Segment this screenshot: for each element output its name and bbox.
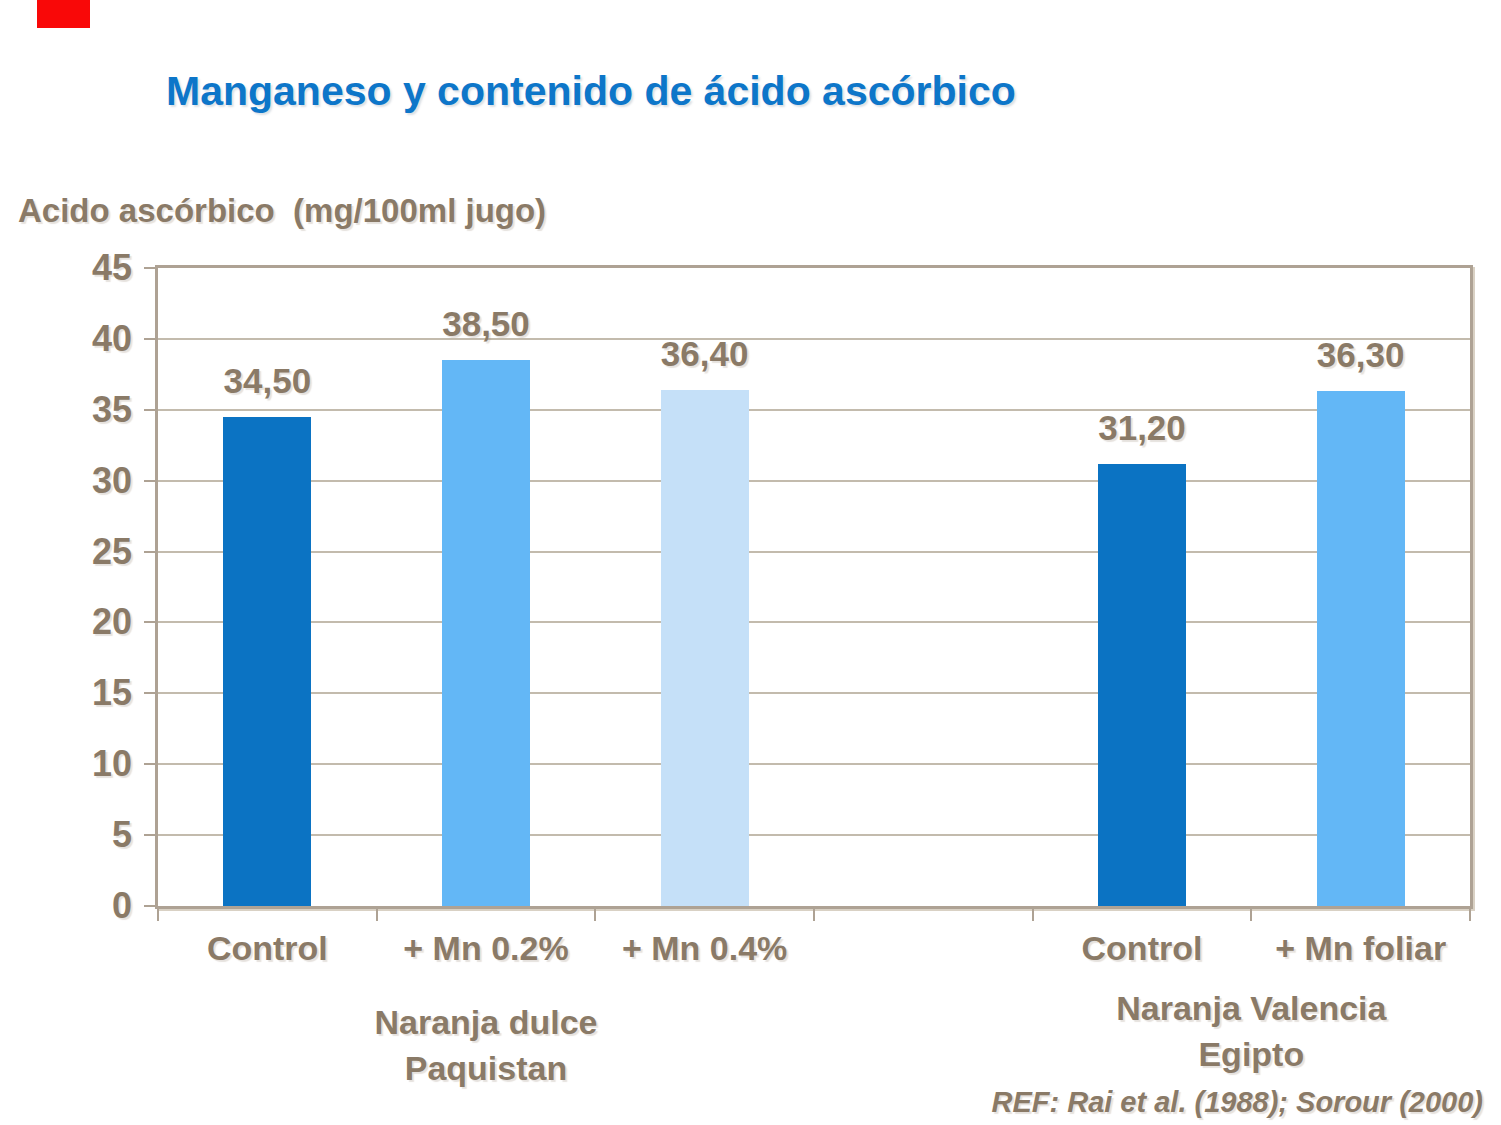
- slide: Manganeso y contenido de ácido ascórbico…: [0, 0, 1501, 1125]
- x-tick-mark: [1469, 909, 1471, 921]
- y-tick-mark: [144, 267, 157, 269]
- y-tick-mark: [144, 338, 157, 340]
- bar-value-label: 34,50: [167, 361, 367, 401]
- y-tick-label: 45: [0, 249, 132, 287]
- group-label: Naranja dulcePaquistan: [256, 999, 716, 1091]
- y-gridline: [158, 692, 1470, 694]
- x-tick-mark: [1250, 909, 1252, 921]
- y-tick-mark: [144, 409, 157, 411]
- bar--mn-0-2-: [442, 360, 530, 906]
- y-tick-label: 25: [0, 533, 132, 571]
- y-gridline: [158, 480, 1470, 482]
- category-label: + Mn 0.4%: [595, 929, 814, 967]
- bar-value-label: 36,40: [605, 334, 805, 374]
- reference-text: REF: Rai et al. (1988); Sorour (2000): [991, 1086, 1483, 1119]
- group-label: Naranja ValenciaEgipto: [1021, 985, 1481, 1077]
- y-gridline: [158, 621, 1470, 623]
- y-axis-title: Acido ascórbico (mg/100ml jugo): [18, 192, 546, 230]
- bar--mn-0-4-: [661, 390, 749, 906]
- category-label: Control: [158, 929, 377, 967]
- y-tick-label: 15: [0, 674, 132, 712]
- category-label: + Mn foliar: [1251, 929, 1470, 967]
- group-label-line: Naranja Valencia: [1021, 985, 1481, 1031]
- bar--mn-foliar: [1317, 391, 1405, 906]
- y-tick-mark: [144, 480, 157, 482]
- category-label: Control: [1033, 929, 1252, 967]
- x-tick-mark: [376, 909, 378, 921]
- group-label-line: Paquistan: [256, 1045, 716, 1091]
- group-label-line: Naranja dulce: [256, 999, 716, 1045]
- y-tick-label: 10: [0, 745, 132, 783]
- y-tick-mark: [144, 834, 157, 836]
- y-tick-label: 0: [0, 887, 132, 925]
- red-corner-marker: [37, 0, 90, 28]
- y-tick-mark: [144, 621, 157, 623]
- y-gridline: [158, 409, 1470, 411]
- y-tick-label: 35: [0, 391, 132, 429]
- group-label-line: Egipto: [1021, 1031, 1481, 1077]
- x-tick-mark: [594, 909, 596, 921]
- y-tick-label: 20: [0, 603, 132, 641]
- y-tick-mark: [144, 763, 157, 765]
- y-gridline: [158, 551, 1470, 553]
- y-gridline: [158, 763, 1470, 765]
- bar-value-label: 31,20: [1042, 408, 1242, 448]
- category-label: + Mn 0.2%: [377, 929, 596, 967]
- x-tick-mark: [813, 909, 815, 921]
- y-tick-label: 30: [0, 462, 132, 500]
- y-tick-label: 5: [0, 816, 132, 854]
- chart-title: Manganeso y contenido de ácido ascórbico: [166, 68, 1016, 115]
- bar-control: [1098, 464, 1186, 906]
- y-tick-mark: [144, 692, 157, 694]
- y-gridline: [158, 834, 1470, 836]
- y-tick-mark: [144, 551, 157, 553]
- bar-control: [223, 417, 311, 906]
- y-tick-label: 40: [0, 320, 132, 358]
- x-tick-mark: [157, 909, 159, 921]
- x-tick-mark: [1032, 909, 1034, 921]
- bar-value-label: 38,50: [386, 304, 586, 344]
- bar-value-label: 36,30: [1261, 335, 1461, 375]
- y-tick-mark: [144, 905, 157, 907]
